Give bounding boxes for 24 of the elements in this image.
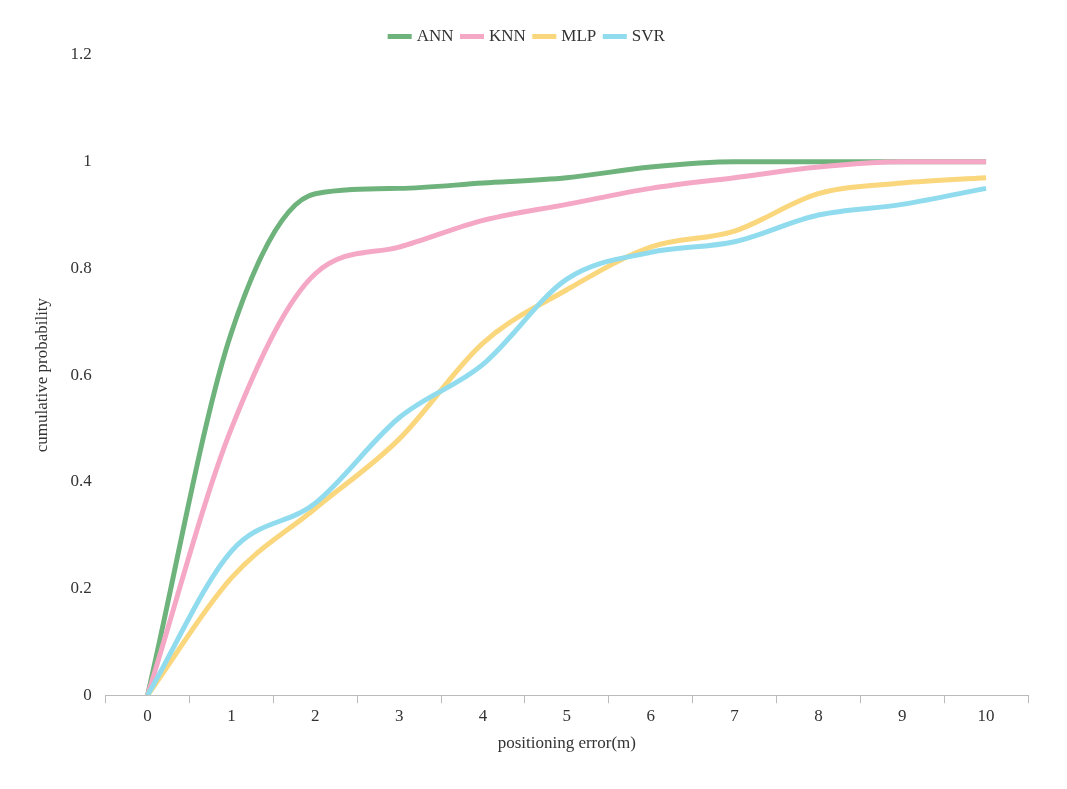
- x-tick-label: 6: [646, 705, 655, 725]
- x-tick-label: 10: [977, 705, 995, 725]
- x-tick-label: 4: [478, 705, 488, 725]
- legend-label: SVR: [631, 25, 666, 45]
- y-tick-label: 0.8: [70, 257, 92, 277]
- y-tick-label: 0.4: [70, 471, 93, 491]
- y-axis-title: cumulative probability: [31, 297, 51, 453]
- x-tick-label: 1: [227, 705, 236, 725]
- legend-label: KNN: [488, 25, 526, 45]
- x-tick-label: 0: [143, 705, 152, 725]
- y-tick-label: 1.2: [70, 44, 92, 64]
- legend-label: ANN: [416, 25, 454, 45]
- legend-label: MLP: [561, 25, 597, 45]
- x-tick-label: 2: [311, 705, 320, 725]
- x-tick-label: 5: [562, 705, 572, 725]
- y-tick-label: 1: [83, 151, 92, 171]
- y-tick-label: 0.6: [70, 364, 92, 384]
- y-tick-label: 0: [83, 684, 92, 704]
- x-axis-title: positioning error(m): [497, 733, 636, 753]
- x-tick-label: 8: [814, 705, 823, 725]
- x-tick-label: 7: [730, 705, 740, 725]
- x-tick-label: 3: [394, 705, 404, 725]
- y-tick-label: 0.2: [70, 577, 92, 597]
- x-tick-label: 9: [897, 705, 907, 725]
